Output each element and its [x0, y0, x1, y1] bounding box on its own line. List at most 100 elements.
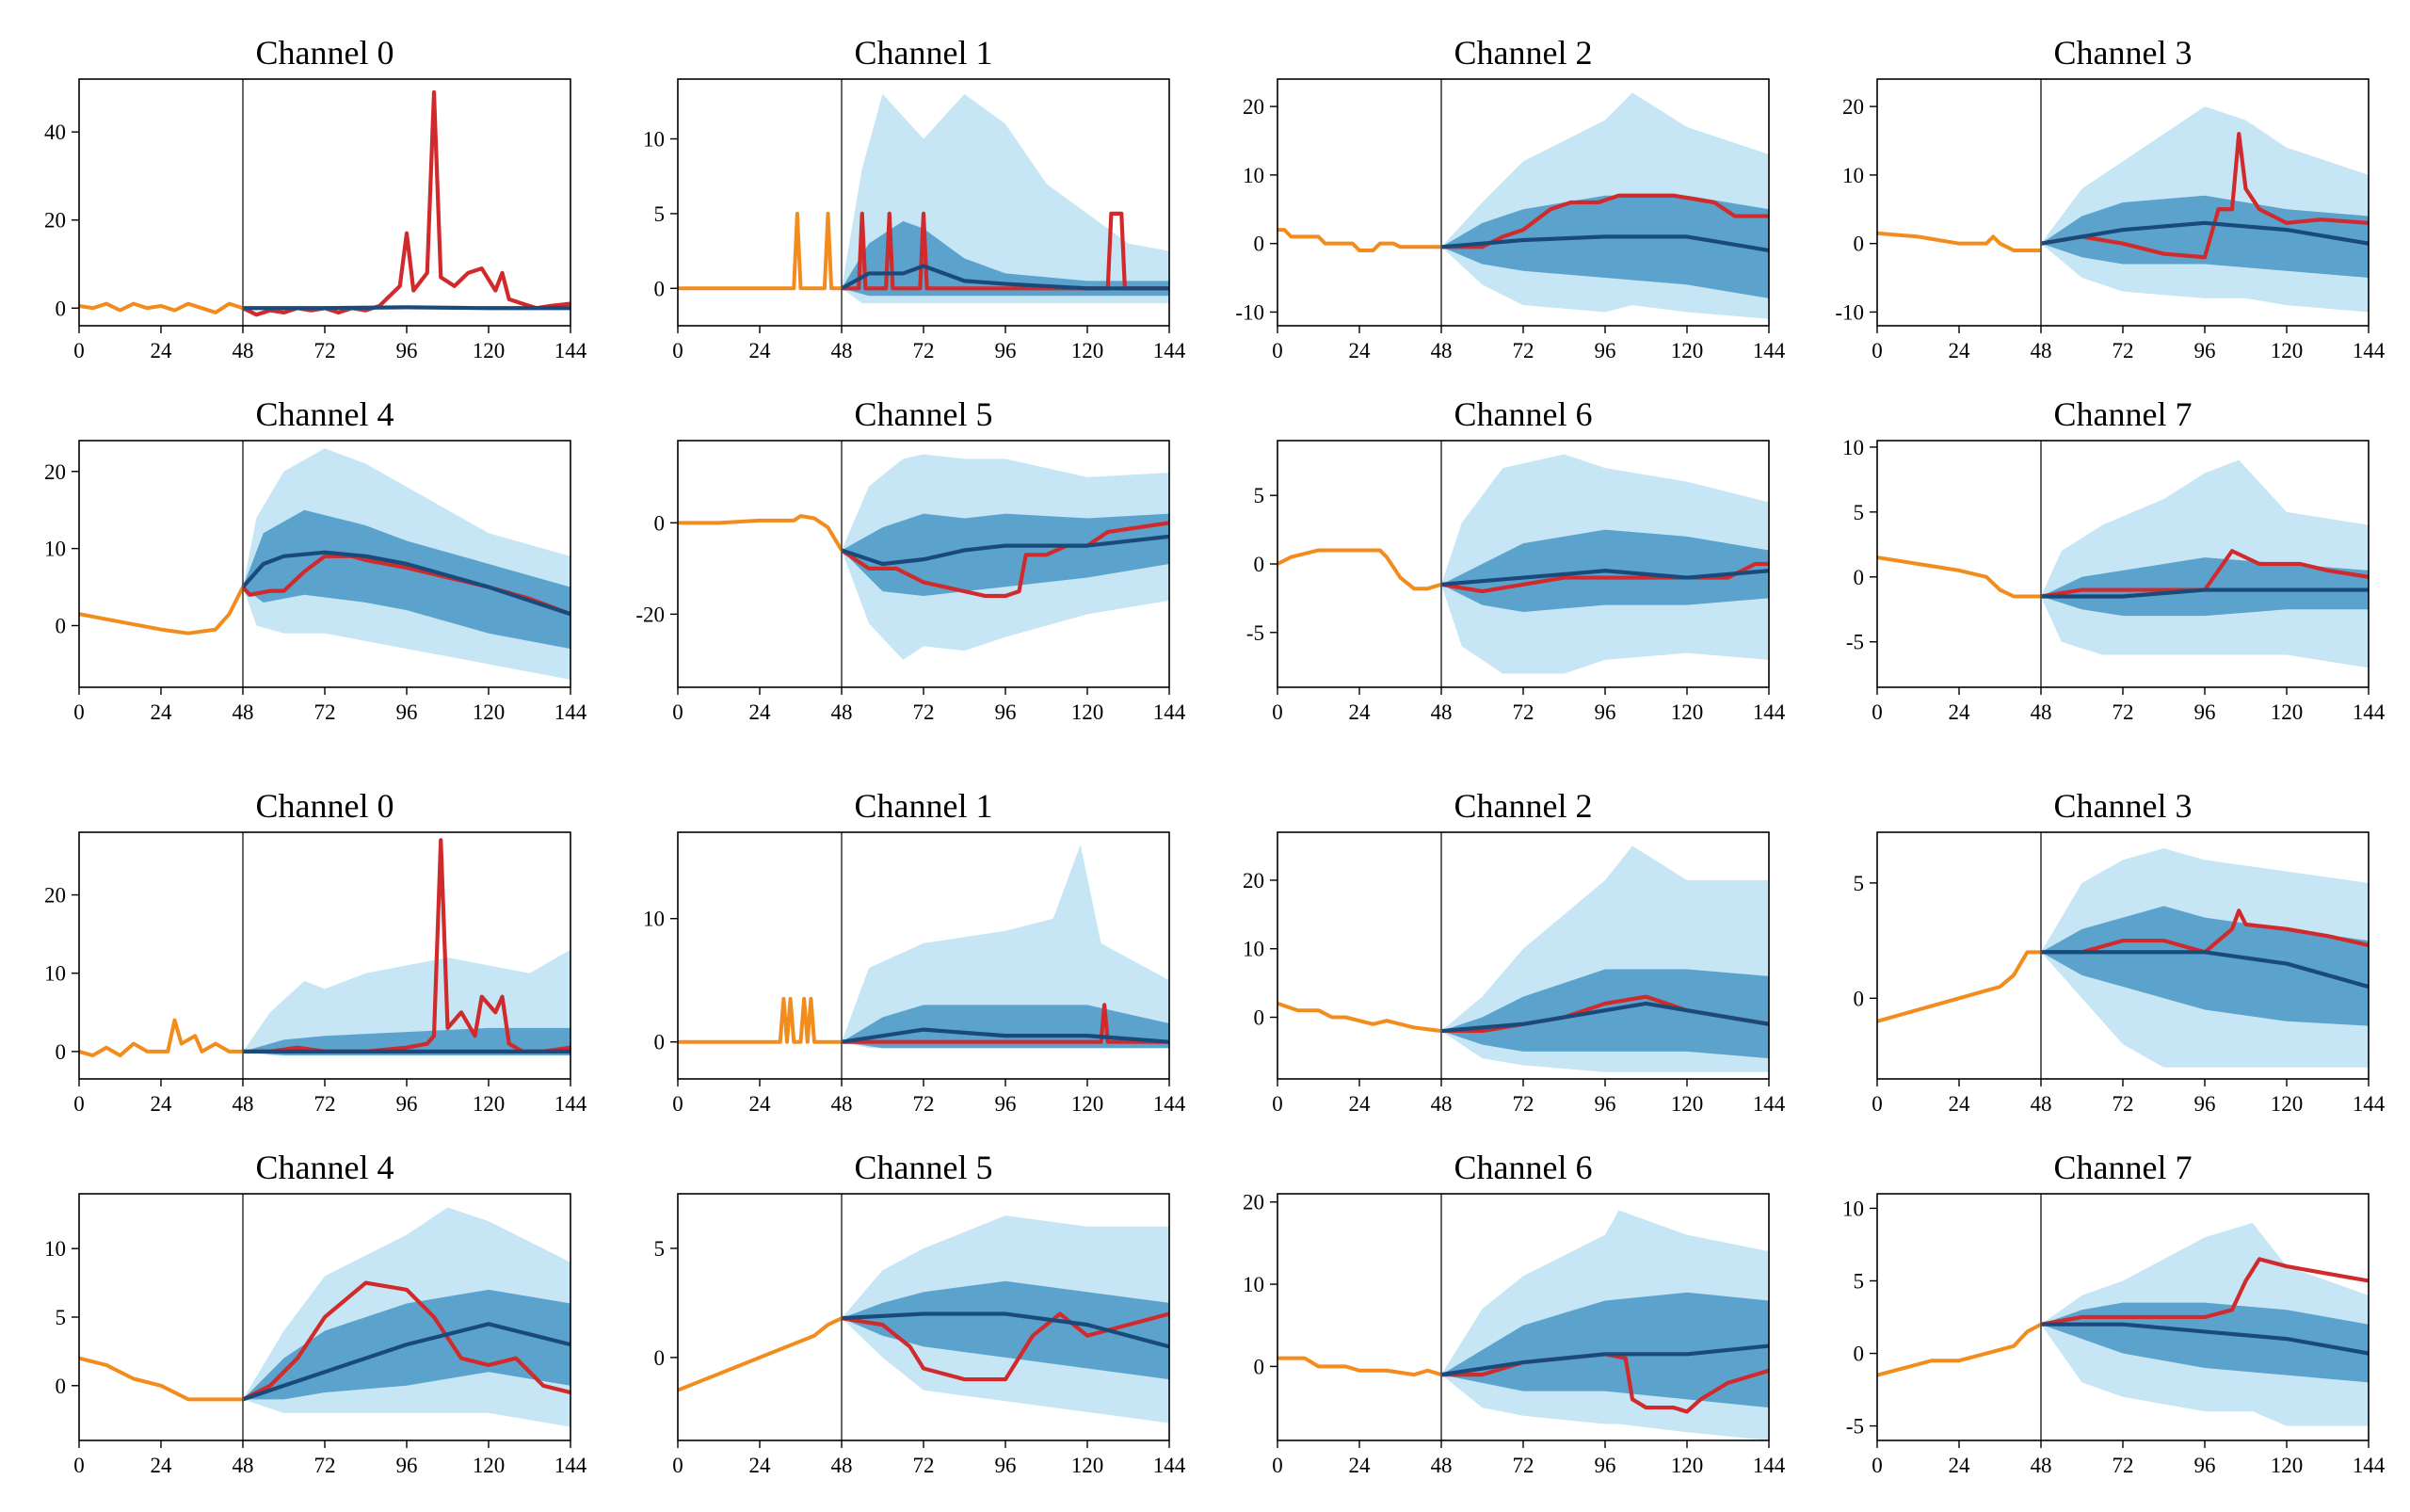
x-tick-label: 48 — [831, 1092, 853, 1116]
x-tick-label: 72 — [1513, 700, 1534, 724]
x-tick-label: 96 — [2194, 700, 2216, 724]
x-tick-label: 120 — [2271, 339, 2304, 362]
x-tick-label: 24 — [749, 1092, 772, 1116]
x-tick-label: 72 — [314, 1454, 336, 1477]
x-tick-label: 72 — [314, 1092, 336, 1116]
plot-area — [678, 93, 1169, 304]
x-tick-label: 96 — [2194, 1092, 2216, 1116]
y-tick-label: -5 — [1246, 621, 1264, 645]
y-tick-label: 10 — [44, 1237, 66, 1261]
history-series-line — [1877, 555, 2041, 599]
y-tick-label: 0 — [56, 615, 67, 638]
y-tick-label: 0 — [1854, 566, 1865, 589]
chart-panel-2: 0 24 48 72 96 120 144 -10 0 10 20 Channel 2 — [1235, 34, 1785, 362]
y-tick-label: 10 — [1243, 938, 1264, 961]
inner-quantile-band — [2041, 195, 2369, 279]
x-tick-label: 120 — [1671, 1092, 1704, 1116]
x-tick-label: 96 — [995, 1092, 1017, 1116]
x-tick-label: 144 — [1753, 1092, 1786, 1116]
forecast-median-line — [243, 305, 570, 311]
x-tick-label: 96 — [1595, 700, 1616, 724]
x-tick-label: 96 — [396, 1092, 418, 1116]
chart-panel-9: 0 24 48 72 96 120 144 0 10 Channel 1 — [643, 787, 1186, 1116]
forecast-median-line — [1440, 1001, 1769, 1034]
x-tick-label: 24 — [749, 1454, 772, 1477]
history-series-line — [1277, 548, 1442, 591]
x-tick-label: 144 — [1753, 339, 1786, 362]
x-tick-label: 0 — [1272, 700, 1283, 724]
plot-area — [678, 844, 1169, 1049]
x-tick-label: 144 — [554, 339, 587, 362]
x-tick-label: 48 — [2031, 1092, 2052, 1116]
chart-title: Channel 0 — [256, 787, 394, 825]
x-tick-label: 96 — [995, 1454, 1017, 1477]
x-tick-label: 96 — [2194, 1454, 2216, 1477]
history-series-line — [79, 301, 244, 314]
y-tick-label: 10 — [643, 128, 665, 152]
x-tick-label: 24 — [151, 1454, 173, 1477]
ground-truth-line — [1440, 561, 1769, 594]
chart-title: Channel 7 — [2054, 395, 2193, 433]
x-tick-label: 72 — [1513, 339, 1534, 362]
x-tick-label: 120 — [1071, 700, 1104, 724]
chart-panel-4: 0 24 48 72 96 120 144 0 10 20 Channel 4 — [44, 395, 587, 724]
plot-area — [678, 1215, 1169, 1424]
x-tick-label: 48 — [1431, 1454, 1453, 1477]
y-tick-label: 0 — [1854, 987, 1865, 1010]
y-tick-label: 20 — [1243, 869, 1264, 893]
chart-panel-8: 0 24 48 72 96 120 144 0 10 20 Channel 0 — [44, 787, 587, 1116]
chart-title: Channel 7 — [2054, 1149, 2193, 1186]
y-tick-label: 0 — [654, 511, 666, 535]
x-tick-label: 144 — [554, 1454, 587, 1477]
x-tick-label: 144 — [554, 1092, 587, 1116]
plot-area — [79, 1207, 570, 1427]
y-tick-label: 10 — [643, 908, 665, 931]
x-tick-label: 72 — [2113, 1092, 2134, 1116]
chart-panel-14: 0 24 48 72 96 120 144 0 10 20 Channel 6 — [1243, 1149, 1786, 1477]
history-series-line — [678, 996, 842, 1044]
chart-title: Channel 6 — [1454, 1149, 1593, 1186]
ground-truth-line — [2041, 909, 2369, 955]
history-series-line — [1877, 1322, 2042, 1377]
plot-area — [1277, 92, 1769, 319]
plot-area — [1877, 459, 2369, 668]
x-tick-label: 120 — [1071, 339, 1104, 362]
inner-quantile-band — [2041, 906, 2369, 1026]
x-tick-label: 24 — [1349, 339, 1372, 362]
chart-title: Channel 5 — [855, 1149, 993, 1186]
chart-panel-3: 0 24 48 72 96 120 144 -10 0 10 20 Channel 3 — [1835, 34, 2385, 362]
history-series-line — [678, 211, 842, 291]
x-tick-label: 24 — [1949, 1454, 1971, 1477]
forecast-median-line — [841, 1311, 1169, 1349]
forecast-median-line — [841, 1027, 1169, 1044]
chart-title: Channel 1 — [855, 34, 993, 72]
x-tick-label: 120 — [2271, 1092, 2304, 1116]
chart-panel-13: 0 24 48 72 96 120 144 0 5 Channel 5 — [654, 1149, 1186, 1477]
chart-title: Channel 6 — [1454, 395, 1593, 433]
x-tick-label: 120 — [473, 339, 506, 362]
inner-quantile-band — [243, 1027, 570, 1056]
history-series-line — [1277, 228, 1441, 252]
y-tick-label: 0 — [654, 1031, 666, 1054]
y-tick-label: 0 — [1254, 1355, 1265, 1378]
y-tick-label: 0 — [654, 1346, 666, 1370]
y-tick-label: 0 — [1254, 553, 1265, 576]
plot-area — [1277, 1210, 1769, 1440]
plot-area — [1277, 845, 1769, 1072]
x-tick-label: 0 — [1272, 339, 1283, 362]
chart-title: Channel 1 — [855, 787, 993, 825]
forecast-median-line — [1440, 1343, 1769, 1377]
x-tick-label: 48 — [831, 339, 853, 362]
x-tick-label: 120 — [473, 1454, 506, 1477]
x-tick-label: 120 — [2271, 700, 2304, 724]
y-tick-label: -5 — [1846, 1415, 1864, 1439]
x-tick-label: 48 — [1431, 700, 1453, 724]
plot-area — [1877, 1222, 2369, 1426]
plot-area — [1877, 848, 2369, 1068]
history-series-line — [1877, 950, 2041, 1023]
x-tick-label: 0 — [73, 700, 85, 724]
x-tick-label: 0 — [672, 700, 683, 724]
x-tick-label: 72 — [2113, 339, 2134, 362]
x-tick-label: 72 — [913, 1454, 935, 1477]
forecast-median-line — [1440, 234, 1769, 253]
